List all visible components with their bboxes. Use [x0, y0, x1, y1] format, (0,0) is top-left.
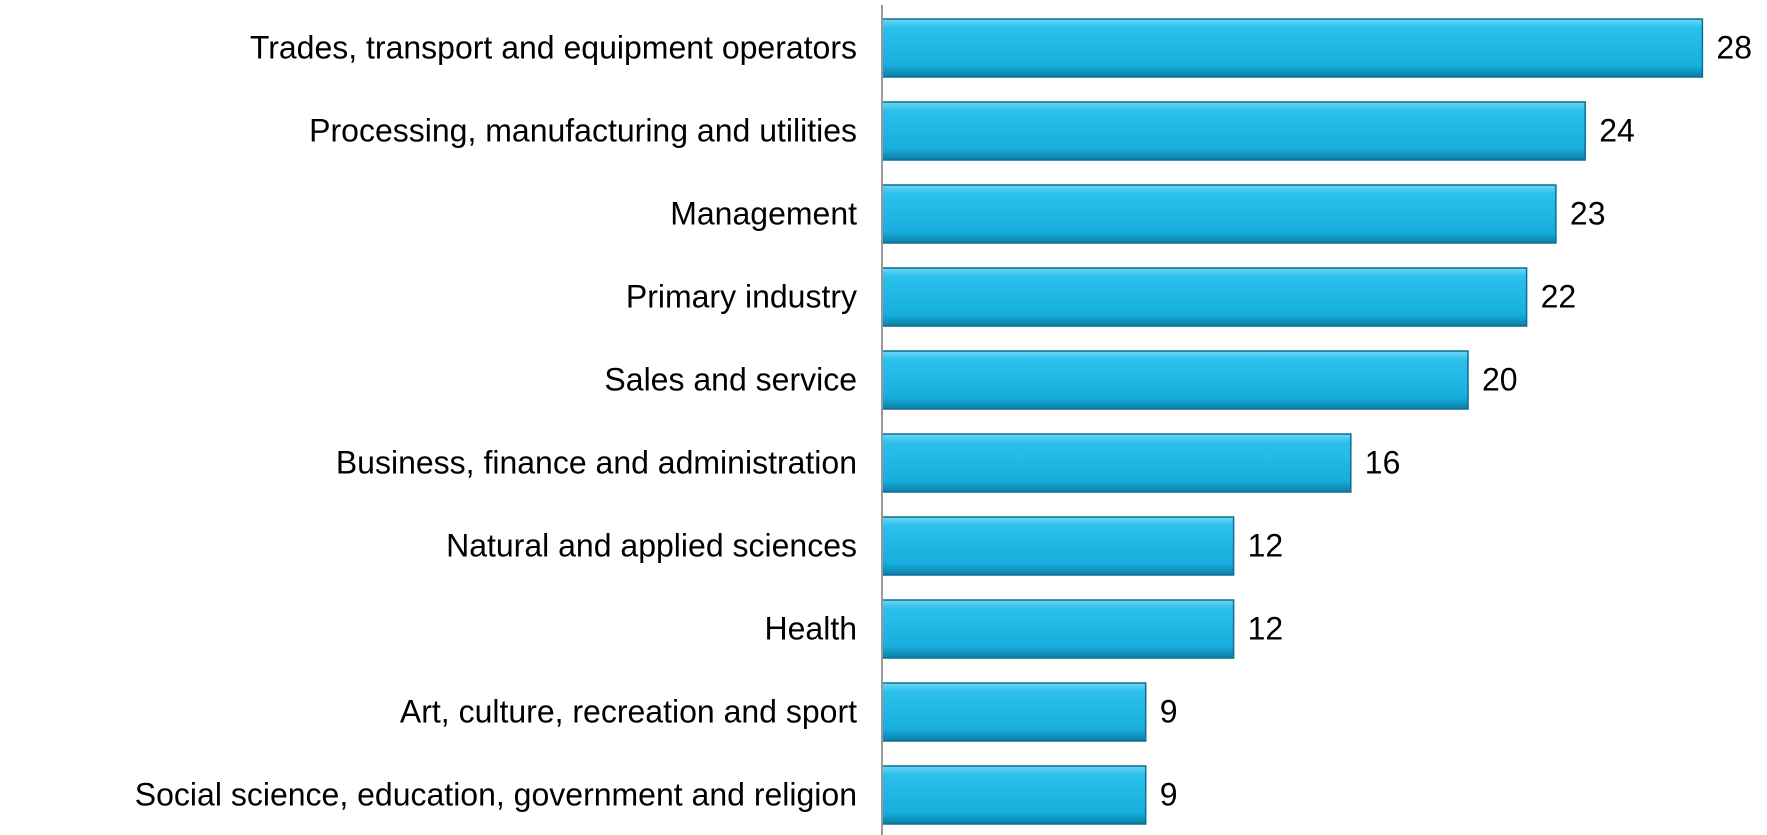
category-label: Trades, transport and equipment operator…	[250, 29, 857, 65]
category-label: Art, culture, recreation and sport	[400, 693, 857, 729]
bar	[881, 184, 1557, 244]
data-label: 24	[1599, 112, 1635, 148]
bar	[881, 433, 1352, 493]
bar	[881, 765, 1147, 825]
data-label: 22	[1541, 278, 1577, 314]
bar	[881, 599, 1235, 659]
category-label: Health	[765, 610, 858, 646]
data-label: 23	[1570, 195, 1606, 231]
data-label: 9	[1160, 776, 1178, 812]
bar	[881, 18, 1704, 78]
data-label: 16	[1365, 444, 1401, 480]
bar	[881, 101, 1586, 161]
bar	[881, 267, 1528, 327]
category-label: Processing, manufacturing and utilities	[309, 112, 857, 148]
bar	[881, 516, 1235, 576]
category-label: Management	[670, 195, 857, 231]
data-label: 9	[1160, 693, 1178, 729]
category-label: Sales and service	[604, 361, 857, 397]
data-label: 20	[1482, 361, 1518, 397]
category-label: Primary industry	[626, 278, 857, 314]
category-label: Business, finance and administration	[336, 444, 857, 480]
bar	[881, 350, 1469, 410]
category-label: Social science, education, government an…	[135, 776, 857, 812]
data-label: 12	[1248, 610, 1284, 646]
data-label: 28	[1716, 29, 1752, 65]
bar	[881, 682, 1147, 742]
category-label: Natural and applied sciences	[446, 527, 857, 563]
data-label: 12	[1248, 527, 1284, 563]
